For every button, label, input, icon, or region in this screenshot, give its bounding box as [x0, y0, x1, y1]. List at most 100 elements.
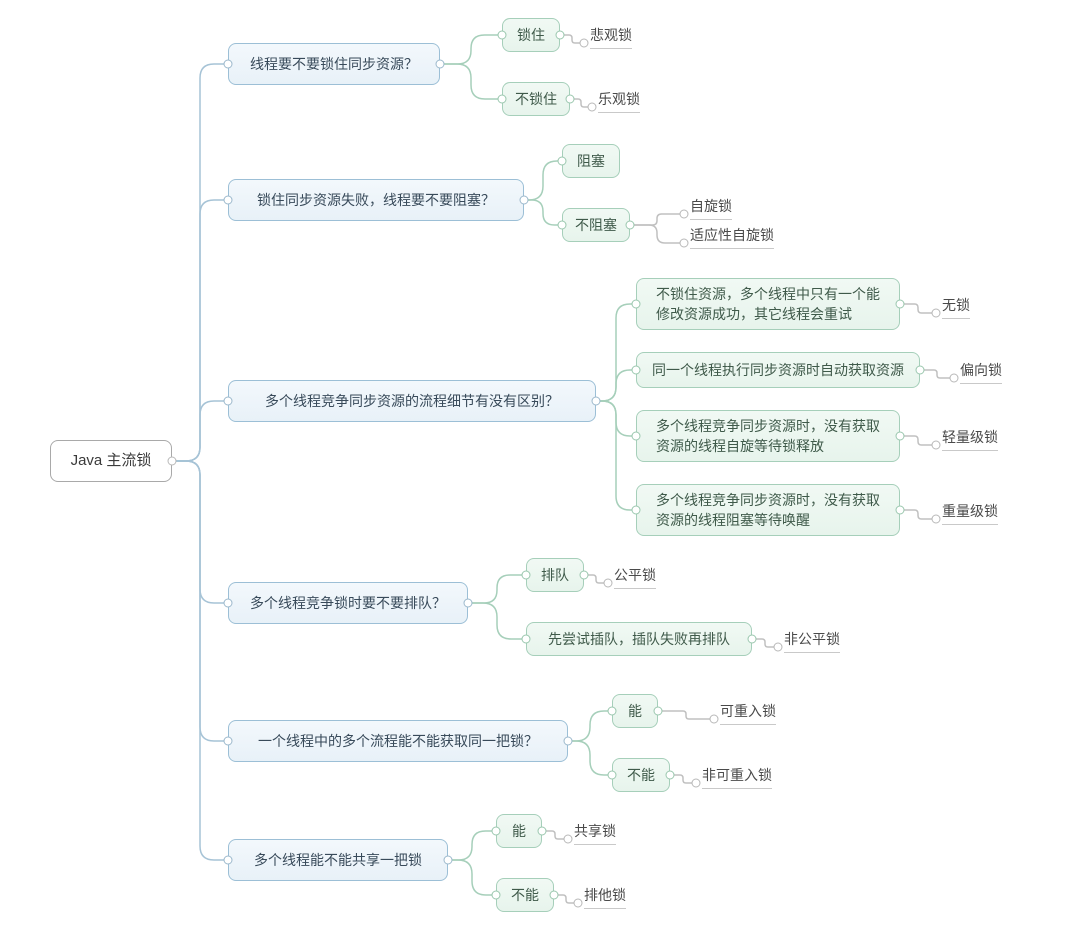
connector-dot: [692, 779, 701, 788]
connector-dot: [588, 103, 597, 112]
connector-dot: [574, 899, 583, 908]
connector-dot: [464, 599, 473, 608]
question-q5: 一个线程中的多个流程能不能获取同一把锁？: [228, 720, 568, 762]
answer-q6-1-label: 不能: [511, 885, 539, 905]
answer-q3-3: 多个线程竞争同步资源时，没有获取资源的线程阻塞等待唤醒: [636, 484, 900, 536]
connector-dot: [592, 397, 601, 406]
connector-dot: [498, 31, 507, 40]
connector-dot: [580, 571, 589, 580]
connector-dot: [680, 210, 689, 219]
connector-dot: [498, 95, 507, 104]
leaf-q5-0-0: 可重入锁: [720, 701, 776, 725]
leaf-q4-1-0: 非公平锁: [784, 629, 840, 653]
leaf-q6-1-0: 排他锁: [584, 885, 626, 909]
leaf-q2-1-0: 自旋锁: [690, 196, 732, 220]
answer-q4-1-label: 先尝试插队，插队失败再排队: [548, 629, 730, 649]
connector-dot: [224, 60, 233, 69]
answer-q3-2-label: 多个线程竞争同步资源时，没有获取资源的线程自旋等待锁释放: [656, 416, 880, 457]
leaf-q3-0-0: 无锁: [942, 295, 970, 319]
answer-q3-2: 多个线程竞争同步资源时，没有获取资源的线程自旋等待锁释放: [636, 410, 900, 462]
answer-q2-1: 不阻塞: [562, 208, 630, 242]
connector-dot: [626, 221, 635, 230]
connector-dot: [632, 366, 641, 375]
connector-dot: [444, 856, 453, 865]
connector-dot: [558, 221, 567, 230]
connector-dot: [774, 643, 783, 652]
leaf-q3-2-0: 轻量级锁: [942, 427, 998, 451]
answer-q6-0: 能: [496, 814, 542, 848]
connector-dot: [710, 715, 719, 724]
connector-dot: [224, 856, 233, 865]
answer-q2-0: 阻塞: [562, 144, 620, 178]
answer-q5-1-label: 不能: [627, 765, 655, 785]
connector-dot: [632, 300, 641, 309]
question-q1: 线程要不要锁住同步资源？: [228, 43, 440, 85]
connector-dot: [654, 707, 663, 716]
answer-q1-1: 不锁住: [502, 82, 570, 116]
leaf-q3-1-0: 偏向锁: [960, 360, 1002, 384]
connector-dot: [632, 506, 641, 515]
connector-dot: [950, 374, 959, 383]
question-q6-label: 多个线程能不能共享一把锁: [254, 850, 422, 870]
connector-dot: [556, 31, 565, 40]
question-q1-label: 线程要不要锁住同步资源？: [250, 54, 418, 74]
connector-dot: [608, 707, 617, 716]
answer-q2-0-label: 阻塞: [577, 151, 605, 171]
connector-dot: [224, 737, 233, 746]
connector-dot: [520, 196, 529, 205]
connector-dot: [224, 196, 233, 205]
answer-q2-1-label: 不阻塞: [575, 215, 617, 235]
connector-dot: [550, 891, 559, 900]
connector-dot: [566, 95, 575, 104]
answer-q4-0-label: 排队: [541, 565, 569, 585]
answer-q6-1: 不能: [496, 878, 554, 912]
leaf-q3-3-0: 重量级锁: [942, 501, 998, 525]
connector-dot: [564, 737, 573, 746]
connector-dot: [896, 300, 905, 309]
answer-q1-0-label: 锁住: [517, 25, 545, 45]
leaf-q2-1-1: 适应性自旋锁: [690, 225, 774, 249]
connector-dot: [916, 366, 925, 375]
connector-dot: [538, 827, 547, 836]
answer-q5-1: 不能: [612, 758, 670, 792]
answer-q5-0: 能: [612, 694, 658, 728]
question-q3-label: 多个线程竞争同步资源的流程细节有没有区别？: [265, 391, 559, 411]
connector-dot: [492, 891, 501, 900]
answer-q4-0: 排队: [526, 558, 584, 592]
answer-q3-1: 同一个线程执行同步资源时自动获取资源: [636, 352, 920, 388]
connector-dot: [608, 771, 617, 780]
connector-dot: [680, 239, 689, 248]
connector-dot: [748, 635, 757, 644]
question-q2-label: 锁住同步资源失败，线程要不要阻塞？: [257, 190, 495, 210]
answer-q3-1-label: 同一个线程执行同步资源时自动获取资源: [652, 360, 904, 380]
answer-q4-1: 先尝试插队，插队失败再排队: [526, 622, 752, 656]
root-node-label: Java 主流锁: [71, 450, 152, 472]
connector-dot: [168, 457, 177, 466]
connector-dot: [224, 599, 233, 608]
question-q3: 多个线程竞争同步资源的流程细节有没有区别？: [228, 380, 596, 422]
connector-dot: [436, 60, 445, 69]
leaf-q5-1-0: 非可重入锁: [702, 765, 772, 789]
connector-dot: [558, 157, 567, 166]
answer-q1-1-label: 不锁住: [515, 89, 557, 109]
connector-dot: [666, 771, 675, 780]
connector-dot: [896, 432, 905, 441]
answer-q6-0-label: 能: [512, 821, 526, 841]
connector-dot: [932, 309, 941, 318]
leaf-q1-0-0: 悲观锁: [590, 25, 632, 49]
nodes-layer: Java 主流锁线程要不要锁住同步资源？锁住悲观锁不锁住乐观锁锁住同步资源失败，…: [0, 0, 1080, 949]
question-q5-label: 一个线程中的多个流程能不能获取同一把锁？: [258, 731, 538, 751]
connector-dot: [632, 432, 641, 441]
answer-q3-0-label: 不锁住资源，多个线程中只有一个能修改资源成功，其它线程会重试: [656, 284, 880, 325]
question-q2: 锁住同步资源失败，线程要不要阻塞？: [228, 179, 524, 221]
connector-dot: [224, 397, 233, 406]
root-node: Java 主流锁: [50, 440, 172, 482]
connector-dot: [604, 579, 613, 588]
answer-q1-0: 锁住: [502, 18, 560, 52]
leaf-q6-0-0: 共享锁: [574, 821, 616, 845]
connector-dot: [896, 506, 905, 515]
connector-dot: [522, 635, 531, 644]
answer-q5-0-label: 能: [628, 701, 642, 721]
question-q6: 多个线程能不能共享一把锁: [228, 839, 448, 881]
leaf-q4-0-0: 公平锁: [614, 565, 656, 589]
